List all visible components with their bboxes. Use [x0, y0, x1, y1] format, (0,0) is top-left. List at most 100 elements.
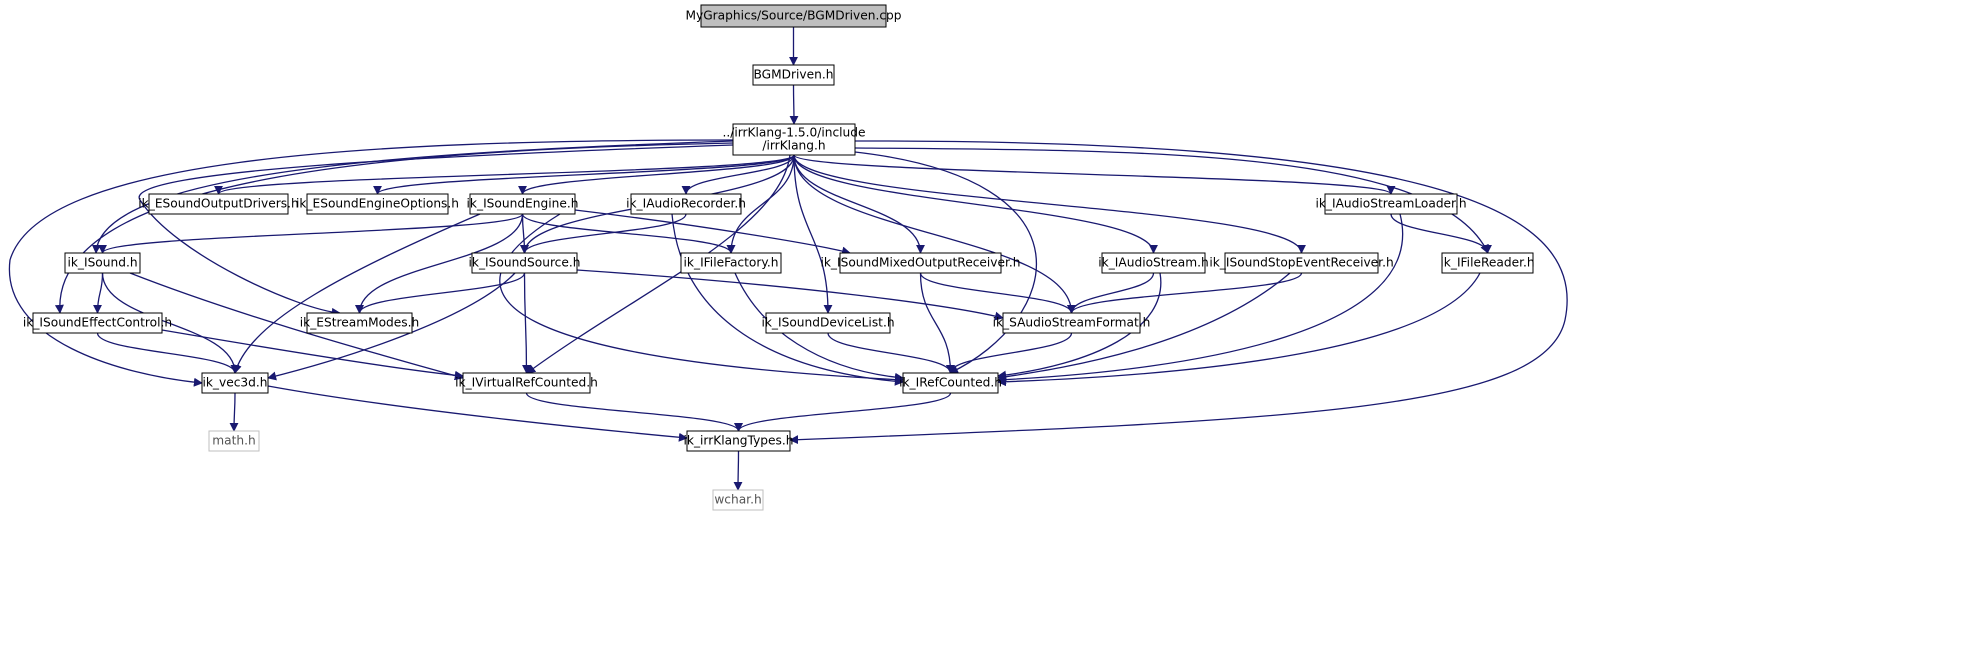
edge-irrklang-to-iaudiorecorder [681, 154, 795, 195]
node-box-saudiostreamformat [1002, 312, 1141, 334]
edge-isoundengine-to-vec3d [232, 213, 481, 374]
node-label-isounddevicelist: ik_ISoundDeviceList.h [761, 316, 894, 330]
node-label-isoundengine: ik_ISoundEngine.h [467, 197, 579, 211]
edge-ivirtualrefcounted-to-irrklangtypes [525, 392, 743, 432]
node-ifilefactory[interactable]: ik_IFileFactory.h [680, 252, 782, 274]
edge-isound-to-vec3d [101, 272, 240, 374]
node-ifilereader[interactable]: ik_IFileReader.h [1440, 252, 1535, 274]
edge-saudiostreamformat-to-irefcounted [946, 332, 1073, 374]
node-esoundoutputdrivers[interactable]: ik_ESoundOutputDrivers.h [138, 193, 299, 215]
edge-isoundeffectcontrol-to-ivirtualrefcounted [161, 329, 464, 380]
node-box-vec3d [201, 372, 269, 394]
edge-irrklang-to-estreammodes [138, 144, 734, 317]
node-irefcounted[interactable]: ik_IRefCounted.h [899, 372, 1002, 394]
node-vec3d[interactable]: ik_vec3d.h [201, 372, 269, 394]
node-box-isound [64, 252, 141, 274]
node-box-iaudiostreamloader [1324, 193, 1458, 215]
edge-isoundengine-to-estreammodes [355, 213, 524, 314]
node-isoundstopeventreceiver[interactable]: ik_ISoundStopEventReceiver.h [1209, 252, 1394, 274]
edge-irrklang-to-isound [91, 140, 734, 254]
node-box-isoundsource [471, 252, 578, 274]
edge-isound-to-isoundeffectcontrol [93, 272, 104, 314]
node-isoundeffectcontrol[interactable]: ik_ISoundEffectControl.h [23, 312, 172, 334]
node-box-isounddevicelist [765, 312, 891, 334]
node-iaudiostream[interactable]: ik_IAudioStream.h [1098, 252, 1209, 274]
edge-irrklang-to-saudiostreamformat [793, 154, 1076, 314]
node-isounddevicelist[interactable]: ik_ISoundDeviceList.h [761, 312, 895, 334]
node-box-irefcounted [902, 372, 999, 394]
node-iaudiorecorder[interactable]: ik_IAudioRecorder.h [626, 193, 746, 215]
node-layer: MyGraphics/Source/BGMDriven.cpp BGMDriven… [23, 4, 1535, 511]
node-label-iaudiorecorder: ik_IAudioRecorder.h [626, 197, 746, 211]
edge-isoundsource-to-estreammodes [355, 272, 526, 314]
edge-irrklang-to-iaudiostreamloader [793, 154, 1396, 195]
node-box-mathh [208, 430, 260, 452]
node-box-wcharh [712, 489, 764, 511]
node-label-iaudiostreamloader: ik_IAudioStreamLoader.h [1315, 197, 1466, 211]
node-label-vec3d: ik_vec3d.h [202, 376, 267, 390]
edge-iaudiostreamloader-to-irefcounted [997, 213, 1404, 385]
edge-irrklang-to-iaudiostream [793, 154, 1158, 254]
node-label-isoundeffectcontrol: ik_ISoundEffectControl.h [23, 316, 172, 330]
node-isoundsource[interactable]: ik_ISoundSource.h [469, 252, 581, 274]
node-box-isoundmixedoutputreceiver [839, 252, 1002, 274]
node-box-estreammodes [306, 312, 413, 334]
node-irrklangtypes[interactable]: ik_irrKlangTypes.h [684, 430, 794, 452]
node-label-ifilefactory: ik_IFileFactory.h [684, 256, 779, 270]
edge-isoundstopeventreceiver-to-saudiostreamformat [1067, 272, 1303, 314]
edge-irrklang-to-irefcounted [854, 151, 1037, 374]
node-esoundengineoptions[interactable]: ik_ESoundEngineOptions.h [296, 193, 459, 215]
edge-iaudiostreamloader-to-ifilereader [1390, 213, 1492, 254]
edge-isoundengine-to-isound [98, 213, 524, 254]
node-ivirtualrefcounted[interactable]: ik_IVirtualRefCounted.h [455, 372, 598, 394]
node-label-esoundoutputdrivers: ik_ESoundOutputDrivers.h [138, 197, 298, 211]
edge-irefcounted-to-irrklangtypes [734, 392, 952, 432]
edge-irrklang-to-ifilefactory [726, 154, 795, 254]
node-label-esoundengineoptions: ik_ESoundEngineOptions.h [296, 197, 459, 211]
node-label-mathh: math.h [212, 434, 255, 448]
node-root[interactable]: MyGraphics/Source/BGMDriven.cpp [686, 4, 902, 28]
node-box-esoundoutputdrivers [148, 193, 289, 215]
edge-isoundsource-to-vec3d [267, 272, 516, 381]
node-box-isoundengine [469, 193, 576, 215]
edge-isoundsource-to-ivirtualrefcounted [521, 272, 531, 374]
edge-layer [8, 27, 1568, 491]
node-label-irrklang-line-2: /irrKlang.h [762, 139, 825, 153]
edge-isoundengine-to-ifilefactory [521, 213, 736, 254]
edge-irrklang-to-esoundoutputdrivers [214, 154, 795, 195]
edge-isoundeffectcontrol-to-vec3d [96, 332, 240, 374]
node-label-root: MyGraphics/Source/BGMDriven.cpp [686, 9, 902, 23]
edge-isoundengine-to-isoundsource [519, 213, 529, 254]
edge-isoundstopeventreceiver-to-irefcounted [997, 272, 1291, 382]
edge-irrklang-to-isoundeffectcontrol [54, 142, 734, 314]
edge-isounddevicelist-to-irefcounted [827, 332, 955, 374]
node-isoundengine[interactable]: ik_ISoundEngine.h [467, 193, 579, 215]
node-box-root [700, 4, 887, 28]
node-saudiostreamformat[interactable]: ik_SAudioStreamFormat.h [993, 312, 1151, 334]
node-estreammodes[interactable]: ik_EStreamModes.h [300, 312, 420, 334]
node-label-irefcounted: ik_IRefCounted.h [899, 376, 1002, 390]
node-bgmdriven[interactable]: BGMDriven.h [752, 64, 835, 86]
node-box-isoundstopeventreceiver [1224, 252, 1379, 274]
edge-iaudiostream-to-irefcounted [997, 272, 1162, 380]
edge-isoundengine-to-irefcounted [499, 213, 904, 385]
node-box-ivirtualrefcounted [462, 372, 591, 394]
edge-irrklang-to-isounddevicelist [793, 154, 833, 314]
node-isound[interactable]: ik_ISound.h [64, 252, 141, 274]
node-isoundmixedoutputreceiver[interactable]: ik_ISoundMixedOutputReceiver.h [820, 252, 1021, 274]
node-label-estreammodes: ik_EStreamModes.h [300, 316, 420, 330]
node-iaudiostreamloader[interactable]: ik_IAudioStreamLoader.h [1315, 193, 1467, 215]
node-wcharh[interactable]: wchar.h [712, 489, 764, 511]
edge-vec3d-to-irrklangtypes [267, 385, 688, 442]
node-irrklang[interactable]: ../irrKlang-1.5.0/include/irrKlang.h [722, 123, 866, 156]
edge-iaudiostream-to-saudiostreamformat [1067, 272, 1155, 314]
node-mathh[interactable]: math.h [208, 430, 260, 452]
node-label-irrklangtypes: ik_irrKlangTypes.h [684, 434, 794, 448]
edge-irrklang-to-irrklangtypes [789, 140, 1568, 445]
node-label-irrklang-line-1: ../irrKlang-1.5.0/include [722, 126, 865, 140]
node-label-ivirtualrefcounted: ik_IVirtualRefCounted.h [455, 376, 598, 390]
edge-iaudiorecorder-to-irefcounted [671, 213, 904, 386]
node-label-isoundsource: ik_ISoundSource.h [469, 256, 581, 270]
node-box-bgmdriven [752, 64, 835, 86]
